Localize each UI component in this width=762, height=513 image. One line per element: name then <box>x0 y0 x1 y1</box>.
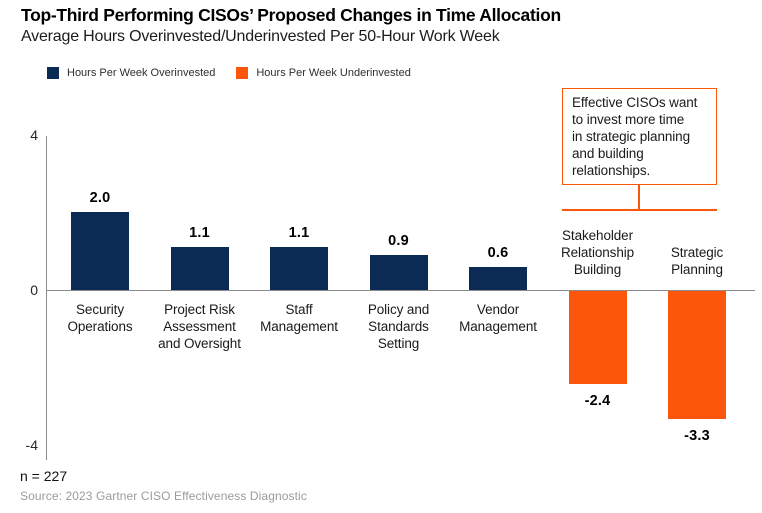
category-label-vendor-management: Vendor Management <box>459 302 537 334</box>
annotation-callout: Effective CISOs want to invest more time… <box>562 88 717 185</box>
bar-stakeholder-relationship-building <box>568 291 627 385</box>
y-tick-0: 0 <box>30 282 38 298</box>
legend-label-overinvested: Hours Per Week Overinvested <box>67 67 216 79</box>
category-label-project-risk-assessment-and-oversight: Project Risk Assessment and Oversight <box>158 302 241 351</box>
chart-subtitle: Average Hours Overinvested/Underinvested… <box>21 28 500 45</box>
value-label-security-operations: 2.0 <box>89 190 111 207</box>
category-label-policy-and-standards-setting: Policy and Standards Setting <box>367 302 430 351</box>
category-label-security-operations: Security Operations <box>67 302 133 334</box>
category-label-strategic-planning: Strategic Planning <box>670 245 724 277</box>
category-label-staff-management: Staff Management <box>260 302 338 334</box>
value-label-stakeholder-relationship-building: -2.4 <box>584 393 611 410</box>
legend-label-underinvested: Hours Per Week Underinvested <box>256 67 411 79</box>
underinvested-swatch-icon <box>236 67 249 79</box>
bar-policy-and-standards-setting <box>369 255 428 290</box>
y-axis-line <box>46 136 47 460</box>
y-tick-neg4: -4 <box>25 437 38 453</box>
overinvested-swatch-icon <box>47 67 59 79</box>
y-tick-4: 4 <box>30 127 38 143</box>
category-label-stakeholder-relationship-building: Stakeholder Relationship Building <box>560 228 635 277</box>
value-label-vendor-management: 0.6 <box>487 244 509 261</box>
annotation-connector-line <box>638 185 640 210</box>
bar-security-operations <box>71 212 129 290</box>
legend-item-overinvested: Hours Per Week Overinvested <box>47 67 215 79</box>
value-label-policy-and-standards-setting: 0.9 <box>388 233 409 250</box>
sample-size: n = 227 <box>20 468 68 484</box>
bar-strategic-planning <box>668 291 726 420</box>
chart-title: Top-Third Performing CISOs’ Proposed Cha… <box>21 5 561 25</box>
value-label-strategic-planning: -3.3 <box>684 428 710 445</box>
value-label-project-risk-assessment-and-oversight: 1.1 <box>189 225 210 242</box>
annotation-bracket-line <box>562 209 717 211</box>
bar-project-risk-assessment-and-oversight <box>170 247 229 290</box>
zero-baseline <box>46 290 755 291</box>
value-label-staff-management: 1.1 <box>288 225 310 242</box>
source-note: Source: 2023 Gartner CISO Effectiveness … <box>20 489 307 503</box>
bar-staff-management <box>270 247 328 290</box>
legend-item-underinvested: Hours Per Week Underinvested <box>236 67 411 79</box>
legend: Hours Per Week Overinvested Hours Per We… <box>47 67 411 79</box>
bar-vendor-management <box>469 266 527 290</box>
